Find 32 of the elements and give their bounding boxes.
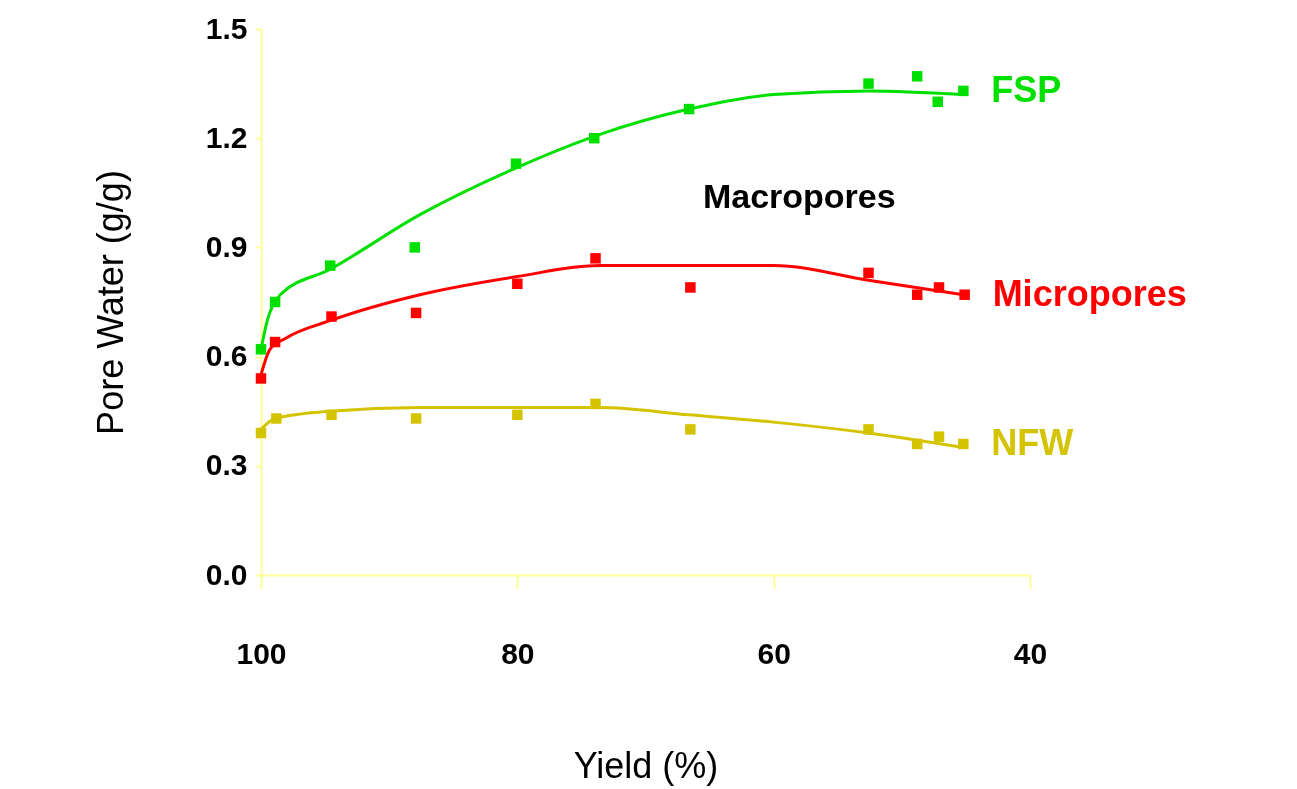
y-tick-label: 0.6 — [205, 339, 248, 373]
point — [685, 424, 696, 435]
point — [410, 413, 422, 424]
point — [863, 78, 874, 89]
point — [410, 307, 422, 319]
point — [255, 373, 267, 384]
x-tick-label: 80 — [501, 636, 535, 670]
point — [863, 267, 874, 279]
y-tick-label: 1.5 — [205, 11, 248, 45]
y-tick-label: 0.3 — [205, 448, 248, 482]
point — [932, 96, 943, 108]
series-label: NFW — [991, 421, 1074, 463]
point — [590, 253, 601, 264]
point — [685, 282, 696, 293]
y-axis-title: Pore Water (g/g) — [89, 170, 131, 435]
x-tick-label: 100 — [236, 636, 287, 670]
point — [959, 289, 970, 300]
point — [512, 278, 523, 290]
point — [409, 242, 421, 253]
point — [911, 71, 923, 82]
point — [911, 289, 923, 300]
y-tick-label: 1.2 — [205, 120, 248, 154]
y-tick-label: 0.0 — [205, 557, 248, 591]
x-tick-label: 40 — [1013, 636, 1048, 670]
annotation: Macropores — [702, 177, 896, 216]
point — [512, 409, 523, 421]
series-label: FSP — [991, 68, 1062, 110]
x-tick-label: 60 — [757, 636, 791, 670]
point — [933, 431, 945, 442]
series-label: Micropores — [992, 272, 1187, 314]
y-tick-label: 0.9 — [205, 229, 248, 263]
x-axis-title: Yield (%) — [573, 744, 719, 786]
